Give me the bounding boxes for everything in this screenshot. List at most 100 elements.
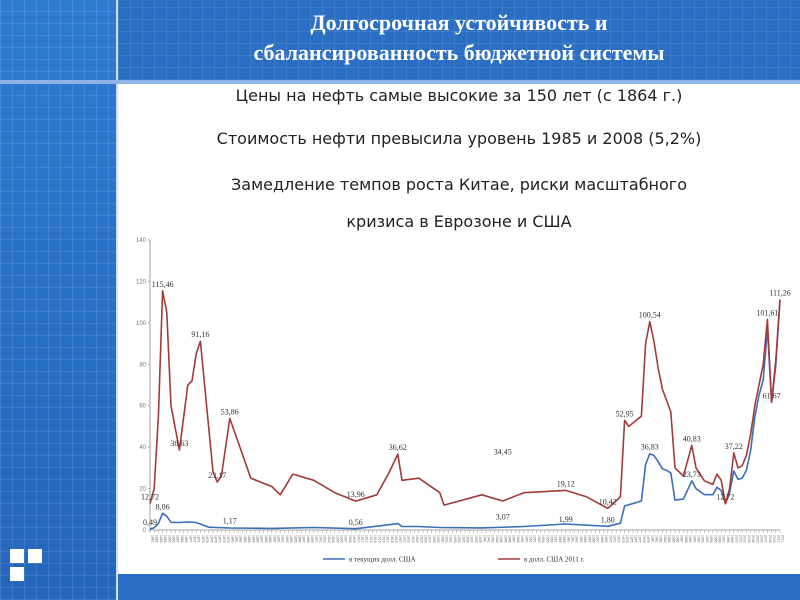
data-label: 101,61 [756,309,778,318]
x-tick-label: 1922 [407,535,411,543]
x-tick-label: 1975 [629,535,633,543]
bullet-text-4: кризиса в Еврозоне и США [346,212,572,231]
data-label: 40,83 [683,434,701,443]
x-tick-label: 1950 [524,535,528,543]
x-tick-label: 1945 [503,535,507,543]
x-tick-label: 1961 [571,535,575,543]
x-tick-label: 1861 [151,535,155,543]
x-tick-label: 1913 [369,535,373,543]
chart-legend: в текущих долл. США в долл. США 2011 г. [323,556,585,564]
x-tick-label: 2009 [772,535,776,543]
x-tick-label: 1867 [176,535,180,543]
bullet-text-1: Цены на нефть самые высокие за 150 лет (… [235,86,683,105]
data-label: 38,63 [170,439,188,448]
x-tick-label: 1979 [646,535,650,543]
x-tick-label: 1939 [478,535,482,543]
x-tick-label: 2008 [768,535,772,543]
data-label: 23,17 [208,471,226,480]
x-tick-label: 1881 [235,535,239,543]
x-tick-label: 1898 [306,535,310,543]
x-tick-label: 1873 [201,535,205,543]
x-tick-label: 1951 [529,535,533,543]
x-tick-label: 1943 [495,535,499,543]
data-label: 115,46 [152,280,174,289]
x-tick-label: 1981 [655,535,659,543]
x-tick-label: 1901 [319,535,323,543]
x-tick-label: 1914 [373,535,377,543]
x-tick-label: 1888 [264,535,268,543]
x-tick-label: 1993 [705,535,709,543]
x-tick-label: 1948 [516,535,520,543]
logo-icon [10,549,44,583]
data-label: 1,99 [559,515,573,524]
x-tick-label: 1885 [251,535,255,543]
x-tick-label: 1921 [403,535,407,543]
y-tick-label: 140 [136,238,147,244]
x-tick-label: 1976 [634,535,638,543]
x-tick-label: 1947 [512,535,516,543]
x-tick-label: 1884 [247,535,251,543]
x-tick-label: 1978 [642,535,646,543]
data-label: 19,12 [557,479,575,488]
data-label: 36,83 [641,443,659,452]
data-label: 1,80 [601,515,615,524]
x-tick-label: 1907 [344,535,348,543]
x-tick-label: 1989 [688,535,692,543]
x-tick-label: 1983 [663,535,667,543]
data-label: 10,42 [599,497,617,506]
x-tick-label: 1903 [327,535,331,543]
x-tick-label: 1877 [218,535,222,543]
x-tick-label: 1912 [365,535,369,543]
data-label: 13,96 [347,490,365,499]
x-tick-label: 1931 [445,535,449,543]
x-tick-label: 1926 [424,535,428,543]
x-tick-label: 1917 [386,535,390,543]
x-tick-label: 1958 [558,535,562,543]
x-tick-label: 1928 [432,535,436,543]
header-bar [118,0,800,80]
x-tick-label: 1972 [617,535,621,543]
x-tick-label: 1915 [377,535,381,543]
x-tick-label: 1887 [260,535,264,543]
x-tick-label: 1992 [701,535,705,543]
x-tick-label: 1940 [482,535,486,543]
page-title: Долгосрочная устойчивость и сбалансирова… [118,8,800,68]
x-tick-label: 1941 [487,535,491,543]
data-label: 37,22 [725,442,743,451]
data-label: 91,16 [191,330,209,339]
x-tick-label: 1942 [491,535,495,543]
x-tick-label: 1919 [394,535,398,543]
x-tick-label: 1973 [621,535,625,543]
x-tick-label: 1944 [499,535,503,543]
x-tick-label: 1957 [554,535,558,543]
x-tick-label: 1878 [222,535,226,543]
x-tick-label: 2004 [751,535,755,543]
x-tick-label: 1985 [671,535,675,543]
x-tick-label: 1956 [550,535,554,543]
x-tick-label: 1920 [398,535,402,543]
x-tick-label: 1886 [256,535,260,543]
x-tick-label: 1997 [722,535,726,543]
x-tick-label: 1883 [243,535,247,543]
y-tick-label: 60 [139,404,146,410]
x-tick-label: 1984 [667,535,671,543]
x-tick-label: 1964 [583,535,587,543]
x-tick-label: 1918 [390,535,394,543]
x-tick-label: 1893 [285,535,289,543]
series-line-1 [149,299,781,530]
data-label: 52,95 [616,409,634,418]
title-line-1: Долгосрочная устойчивость и [310,10,608,35]
y-tick-label: 100 [136,321,147,327]
x-tick-label: 1980 [650,535,654,543]
x-tick-label: 1971 [613,535,617,543]
x-tick-label: 1894 [289,535,293,543]
x-tick-label: 1866 [172,535,176,543]
x-tick-label: 1862 [155,535,159,543]
x-tick-label: 1900 [314,535,318,543]
x-tick-label: 1908 [348,535,352,543]
x-tick-label: 1970 [608,535,612,543]
data-label: 12,72 [141,493,159,502]
data-label: 8,06 [156,502,170,511]
